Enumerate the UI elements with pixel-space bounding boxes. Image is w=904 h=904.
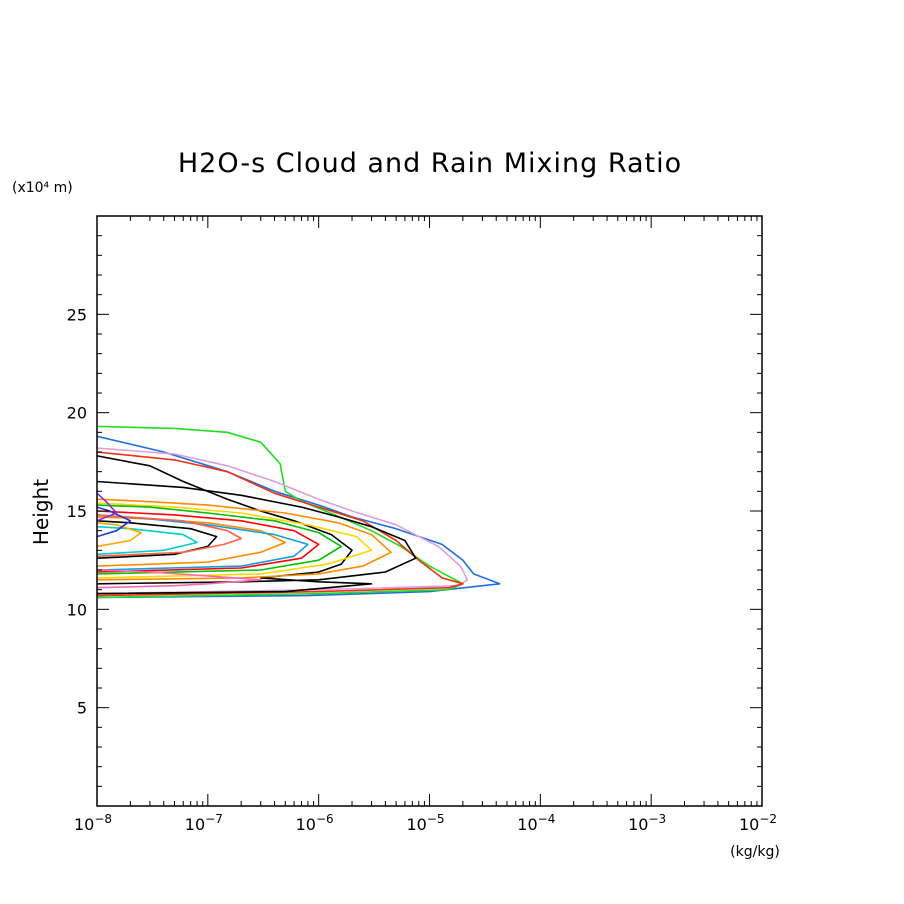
x-tick-label: 10−2: [739, 812, 777, 834]
series-line-6: [96, 480, 417, 585]
tick-layer: [96, 216, 763, 806]
series-line-19: [96, 569, 262, 589]
plot-frame: [96, 215, 763, 807]
series-line-9: [96, 504, 343, 575]
x-tick-label: 10−5: [406, 812, 444, 834]
y-unit-label: (x10⁴ m): [12, 180, 73, 196]
series-line-16: [96, 522, 142, 548]
series-line-14: [96, 514, 242, 557]
y-tick-labels: 5 10 15 20 25: [67, 305, 87, 717]
chart-title: H2O-s Cloud and Rain Mixing Ratio: [178, 148, 682, 179]
y-tick-label: 20: [67, 404, 87, 423]
series-line-10: [96, 510, 320, 573]
y-tick-label: 25: [67, 305, 87, 324]
series-line-17: [96, 506, 132, 538]
series-line-5: [96, 455, 373, 595]
x-tick-label: 10−7: [185, 812, 223, 834]
y-tick-label: 10: [67, 600, 87, 619]
y-axis-label: Height: [29, 479, 53, 545]
series-line-13: [96, 520, 218, 559]
series-layer: [96, 425, 501, 599]
x-tick-labels: 10−8 10−7 10−6 10−5 10−4 10−3 10−2: [74, 812, 777, 834]
y-tick-label: 15: [67, 502, 87, 521]
series-line-18: [96, 492, 118, 522]
series-line-7: [96, 498, 392, 581]
series-line-15: [96, 525, 198, 556]
series-line-2: [96, 425, 464, 599]
x-tick-label: 10−3: [628, 812, 666, 834]
x-tick-label: 10−6: [296, 812, 334, 834]
x-tick-label: 10−4: [517, 812, 555, 834]
x-axis-label: (kg/kg): [730, 844, 780, 860]
series-line-4: [96, 451, 464, 597]
y-tick-label: 5: [77, 699, 87, 718]
x-tick-label: 10−8: [74, 812, 112, 834]
series-line-8: [96, 502, 373, 579]
